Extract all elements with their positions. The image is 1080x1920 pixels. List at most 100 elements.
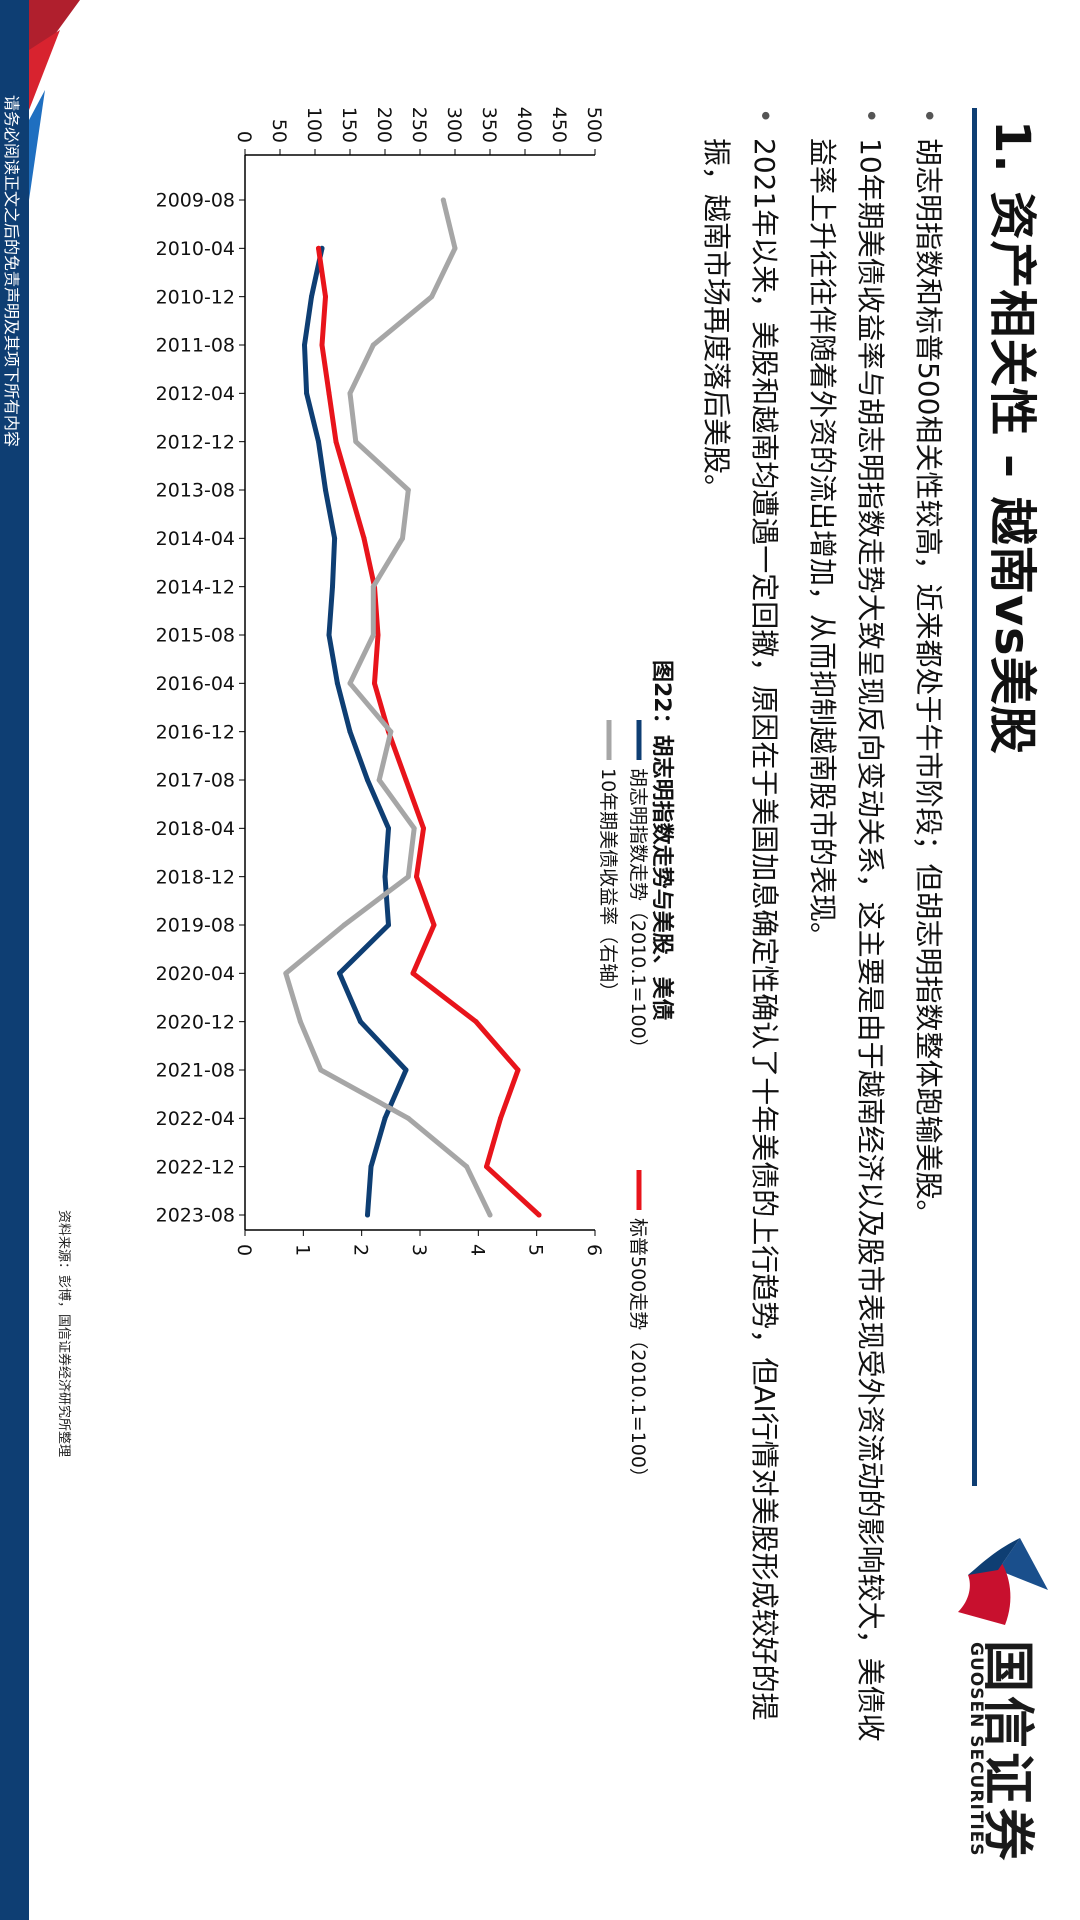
data-point — [332, 535, 338, 541]
y-right-tick-label: 5 — [525, 1244, 547, 1256]
data-point — [334, 680, 340, 686]
x-tick-label: 2012-12 — [156, 431, 235, 453]
data-point — [326, 632, 332, 638]
x-tick-label: 2020-12 — [156, 1011, 235, 1033]
data-point — [376, 777, 382, 783]
data-point — [304, 390, 310, 396]
data-point — [484, 1164, 489, 1170]
data-point — [410, 970, 416, 976]
x-tick-label: 2016-12 — [156, 721, 235, 743]
bullet-dot-icon: • — [749, 108, 779, 124]
data-point — [358, 1019, 363, 1025]
data-point — [370, 584, 376, 590]
page-title: 1. 资产相关性 – 越南vs美股 — [984, 120, 1040, 755]
y-left-tick-label: 300 — [443, 107, 465, 143]
data-point — [536, 1212, 542, 1218]
data-point — [405, 874, 411, 880]
data-point — [382, 874, 388, 880]
line-chart: 0 50 100 150 200 250 300 350 400 450 500 0 1 2 3 4 5 6 200… — [156, 107, 649, 1487]
y-left-tick-label: 450 — [548, 107, 570, 143]
y-right-tick-label: 3 — [408, 1244, 430, 1256]
data-point — [464, 1164, 470, 1170]
series-line — [283, 197, 493, 1218]
data-point — [386, 922, 391, 928]
data-point — [400, 535, 405, 541]
x-tick-label: 2013-08 — [156, 480, 235, 502]
data-point — [337, 970, 342, 976]
data-point — [414, 874, 419, 880]
data-point — [347, 729, 353, 735]
x-tick-label: 2012-04 — [156, 383, 235, 405]
data-point — [365, 777, 370, 783]
data-point — [429, 294, 435, 300]
x-tick-label: 2009-08 — [156, 190, 235, 212]
x-tick-label: 2016-04 — [156, 673, 235, 695]
source-note: 资料来源：彭博，国信证券经济研究所整理 — [56, 1210, 71, 1458]
data-point — [316, 439, 321, 445]
x-tick-label: 2022-04 — [156, 1108, 235, 1130]
y-left-tick-label: 200 — [373, 107, 395, 143]
data-point — [375, 632, 381, 638]
y-left-tick-label: 250 — [408, 107, 430, 143]
x-tick-label: 2023-08 — [156, 1205, 235, 1227]
data-point — [405, 487, 411, 493]
data-point — [370, 632, 376, 638]
data-point — [421, 825, 426, 831]
data-point — [411, 825, 417, 831]
y-left-tick-label: 0 — [233, 131, 255, 143]
title-divider — [972, 108, 977, 1486]
x-tick-label: 2018-12 — [156, 866, 235, 888]
x-tick-label: 2011-08 — [156, 335, 235, 357]
data-point — [302, 342, 307, 348]
data-point — [440, 197, 446, 203]
bullet-dot-icon: • — [855, 108, 885, 124]
data-point — [330, 584, 335, 590]
data-point — [403, 1067, 409, 1073]
bullet-text: 2021年以来，美股和越南均遭遇一定回撤，原因在于美国加息确定性确认了十年美债的… — [700, 138, 781, 1721]
logo-name-cn: 国信证券 — [977, 1640, 1037, 1865]
x-tick-label: 2010-12 — [156, 286, 235, 308]
bullet-text: 胡志明指数和标普500相关性较高，近来都处于牛市阶段；但胡志明指数整体跑输美股。 — [912, 138, 945, 1228]
legend-label: 标普500走势（2010.1=100） — [627, 1218, 649, 1487]
data-point — [347, 487, 353, 493]
data-point — [353, 439, 359, 445]
data-point — [498, 1115, 503, 1121]
data-point — [323, 294, 328, 300]
bullet-item: • 2021年以来，美股和越南均遭遇一定回撤，原因在于美国加息确定性确认了十年美… — [688, 108, 788, 1768]
data-point — [347, 390, 353, 396]
bullet-item: • 胡志明指数和标普500相关性较高，近来都处于牛市阶段；但胡志明指数整体跑输美… — [902, 108, 952, 1768]
data-point — [318, 1067, 324, 1073]
x-tick-label: 2015-08 — [156, 625, 235, 647]
data-point — [326, 390, 332, 396]
data-point — [297, 1019, 303, 1025]
data-point — [452, 245, 458, 251]
data-point — [515, 1067, 521, 1073]
data-point — [323, 487, 328, 493]
data-point — [347, 680, 353, 686]
data-point — [405, 1115, 411, 1121]
data-point — [309, 294, 314, 300]
footer-decoration-icon — [29, 0, 80, 200]
x-tick-label: 2020-04 — [156, 963, 235, 985]
data-point — [388, 729, 394, 735]
y-right-tick-label: 0 — [233, 1244, 255, 1256]
data-point — [368, 1164, 374, 1170]
x-tick-label: 2021-08 — [156, 1060, 235, 1082]
data-point — [370, 342, 376, 348]
data-point — [372, 680, 377, 686]
x-tick-label: 2014-04 — [156, 528, 235, 550]
y-right-tick-label: 6 — [583, 1244, 605, 1256]
x-tick-label: 2017-08 — [156, 770, 235, 792]
y-right-tick-label: 2 — [350, 1244, 372, 1256]
disclaimer-text: 请务必阅读正文之后的免责声明及其项下所有内容 — [2, 95, 21, 448]
data-point — [365, 1212, 370, 1218]
data-point — [316, 245, 321, 251]
y-left-tick-label: 500 — [583, 107, 605, 143]
legend-label: 胡志明指数走势（2010.1=100） — [627, 768, 649, 1058]
x-tick-label: 2022-12 — [156, 1156, 235, 1178]
x-tick-label: 2018-04 — [156, 818, 235, 840]
x-tick-label: 2010-04 — [156, 238, 235, 260]
bullet-dot-icon: • — [913, 108, 943, 124]
data-point — [473, 1019, 479, 1025]
